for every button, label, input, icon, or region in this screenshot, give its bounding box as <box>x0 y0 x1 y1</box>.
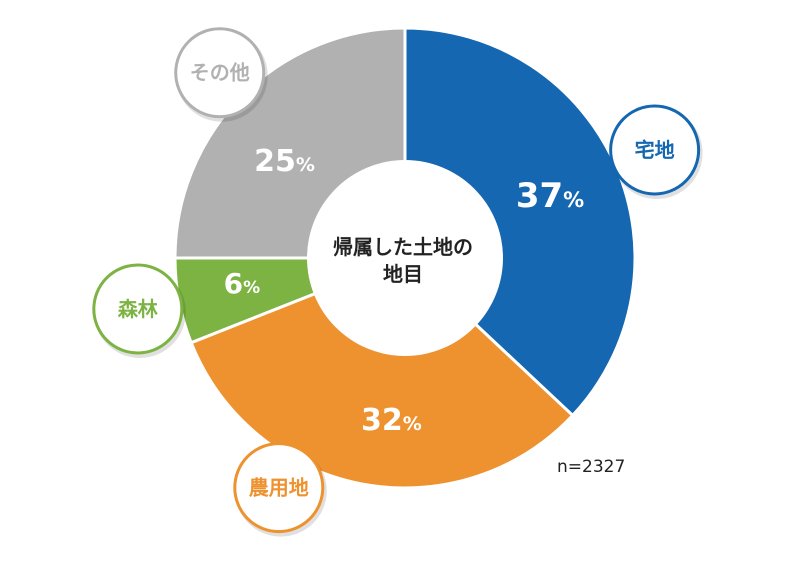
slice-percent-label: 6% <box>224 267 261 300</box>
category-badge: 農用地 <box>233 442 327 537</box>
category-label: 農用地 <box>249 476 309 500</box>
percent-labels: 37% 32% 6% 25% <box>224 144 585 438</box>
category-badge: 森林 <box>92 263 186 358</box>
slice-percent-label: 37% <box>516 176 584 216</box>
slice-percent-label: 25% <box>254 144 315 179</box>
category-label: その他 <box>190 61 250 85</box>
center-title-line2: 地目 <box>383 262 423 286</box>
slice-percent-label: 32% <box>361 403 422 438</box>
center-title-line1: 帰属した土地の <box>333 235 473 259</box>
category-label: 宅地 <box>635 138 675 162</box>
category-badge: その他 <box>174 27 268 122</box>
category-label: 森林 <box>118 297 158 321</box>
center-hole <box>307 160 503 356</box>
sample-size: n=2327 <box>557 457 625 477</box>
category-badge: 宅地 <box>609 104 703 199</box>
slice-1 <box>189 256 575 490</box>
